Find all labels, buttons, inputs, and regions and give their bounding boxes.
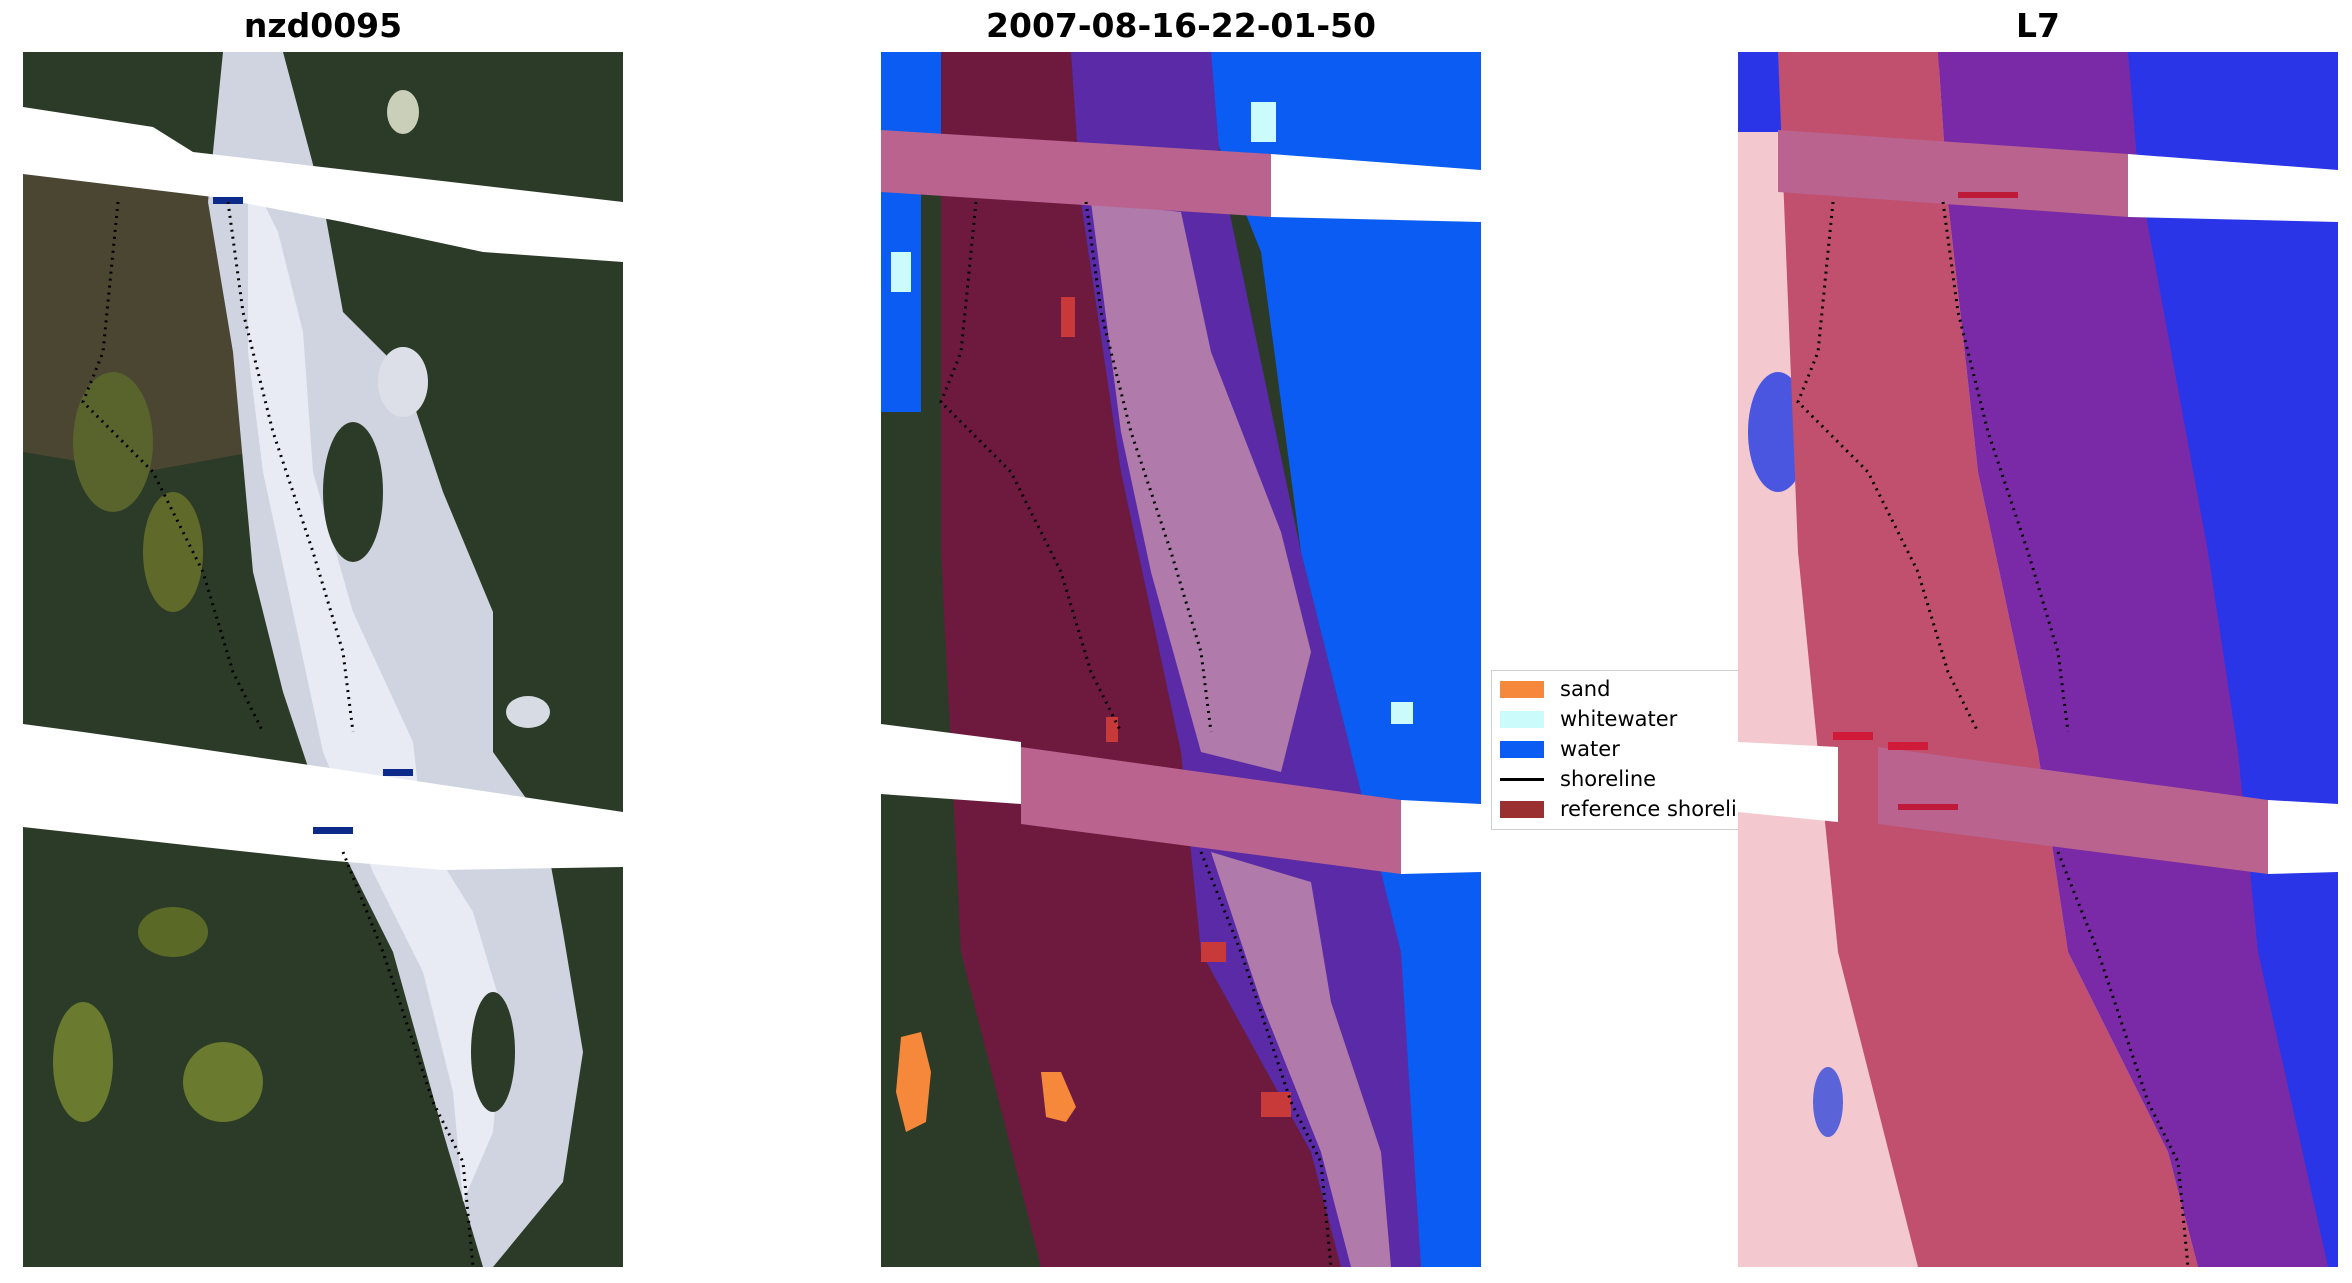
legend-item-reference-shoreline: reference shoreline bbox=[1500, 796, 1740, 822]
legend-item-shoreline: shoreline bbox=[1500, 766, 1656, 792]
legend-label: sand bbox=[1560, 677, 1611, 701]
shoreline-line-swatch bbox=[1500, 777, 1544, 781]
legend-item-water: water bbox=[1500, 736, 1620, 762]
legend-label: whitewater bbox=[1560, 707, 1678, 731]
legend-label: water bbox=[1560, 737, 1620, 761]
panel-title-rgb: nzd0095 bbox=[243, 6, 403, 45]
sand-swatch bbox=[1500, 680, 1544, 698]
reference-shoreline-swatch bbox=[1500, 800, 1544, 818]
legend: sand whitewater water shoreline referenc… bbox=[1491, 670, 1740, 830]
panel-title-index: L7 bbox=[2016, 6, 2060, 45]
panel-title-classification: 2007-08-16-22-01-50 bbox=[986, 6, 1376, 45]
legend-label: reference shoreline bbox=[1560, 797, 1740, 821]
rgb-image-panel bbox=[23, 52, 623, 1267]
index-map-panel bbox=[1738, 52, 2338, 1267]
whitewater-swatch bbox=[1500, 710, 1544, 728]
legend-item-sand: sand bbox=[1500, 676, 1610, 702]
legend-item-whitewater: whitewater bbox=[1500, 706, 1677, 732]
classification-panel bbox=[881, 52, 1481, 1267]
water-swatch bbox=[1500, 740, 1544, 758]
legend-label: shoreline bbox=[1560, 767, 1657, 791]
